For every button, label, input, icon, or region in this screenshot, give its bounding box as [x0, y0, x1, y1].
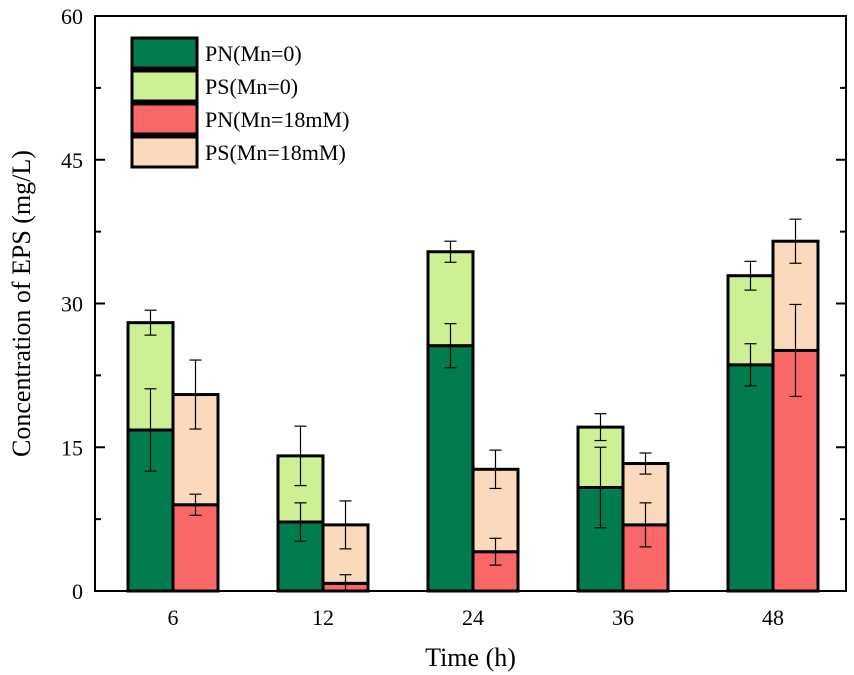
error-bar-ps-mn-0--24: [444, 240, 457, 263]
legend-swatch-ps-mn-18mm-: [130, 135, 199, 169]
error-bar-pn-mn-0--48: [744, 343, 757, 387]
bar-pn-mn-0--24: [426, 344, 475, 593]
x-tick-label-12: 12: [312, 605, 334, 630]
error-bar-ps-mn-18mm--12: [339, 500, 352, 550]
legend-swatch-pn-mn-0-: [130, 36, 199, 70]
y-tick-label-0: 0: [72, 579, 83, 604]
error-bars: [144, 218, 802, 592]
error-bar-ps-mn-18mm--36: [639, 452, 652, 475]
legend-swatch-pn-mn-18mm-: [130, 102, 199, 136]
y-tick-label-30: 30: [61, 292, 83, 317]
legend-label-ps-mn-18mm-: PS(Mn=18mM): [205, 140, 346, 165]
error-bar-ps-mn-0--36: [594, 413, 607, 442]
error-bar-ps-mn-0--12: [294, 425, 307, 487]
x-tick-label-24: 24: [462, 605, 484, 630]
bar-pn-mn-18mm--6: [171, 503, 220, 593]
y-tick-label-45: 45: [61, 148, 83, 173]
x-tick-label-48: 48: [762, 605, 784, 630]
x-tick-label-36: 36: [612, 605, 634, 630]
error-bar-pn-mn-0--24: [444, 323, 457, 369]
y-axis-title: Concentration of EPS (mg/L): [7, 150, 36, 457]
error-bar-pn-mn-18mm--36: [639, 502, 652, 548]
error-bar-pn-mn-18mm--24: [489, 537, 502, 566]
legend-label-pn-mn-0-: PN(Mn=0): [205, 41, 302, 66]
x-tick-label-6: 6: [168, 605, 179, 630]
bar-pn-mn-0--48: [726, 363, 775, 593]
legend-label-ps-mn-0-: PS(Mn=0): [205, 74, 298, 99]
y-tick-label-15: 15: [61, 435, 83, 460]
error-bar-ps-mn-0--6: [144, 309, 157, 336]
legend-label-pn-mn-18mm-: PN(Mn=18mM): [205, 107, 349, 132]
axes: 0 15 30 45 60 6 12 24 36 48: [61, 4, 847, 630]
bars: [126, 239, 820, 593]
legend: PN(Mn=0) PS(Mn=0) PN(Mn=18mM) PS(Mn=18mM): [130, 36, 349, 169]
error-bar-pn-mn-0--12: [294, 502, 307, 542]
legend-swatch-ps-mn-0-: [130, 69, 199, 103]
error-bar-ps-mn-18mm--6: [189, 359, 202, 430]
error-bar-pn-mn-18mm--6: [189, 493, 202, 516]
error-bar-ps-mn-0--48: [744, 260, 757, 291]
error-bar-ps-mn-18mm--24: [489, 449, 502, 490]
x-axis-title: Time (h): [425, 643, 516, 672]
error-bar-pn-mn-18mm--48: [789, 303, 802, 398]
error-bar-ps-mn-18mm--48: [789, 218, 802, 264]
error-bar-pn-mn-0--36: [594, 446, 607, 529]
y-tick-label-60: 60: [61, 4, 83, 29]
error-bar-pn-mn-0--6: [144, 388, 157, 472]
